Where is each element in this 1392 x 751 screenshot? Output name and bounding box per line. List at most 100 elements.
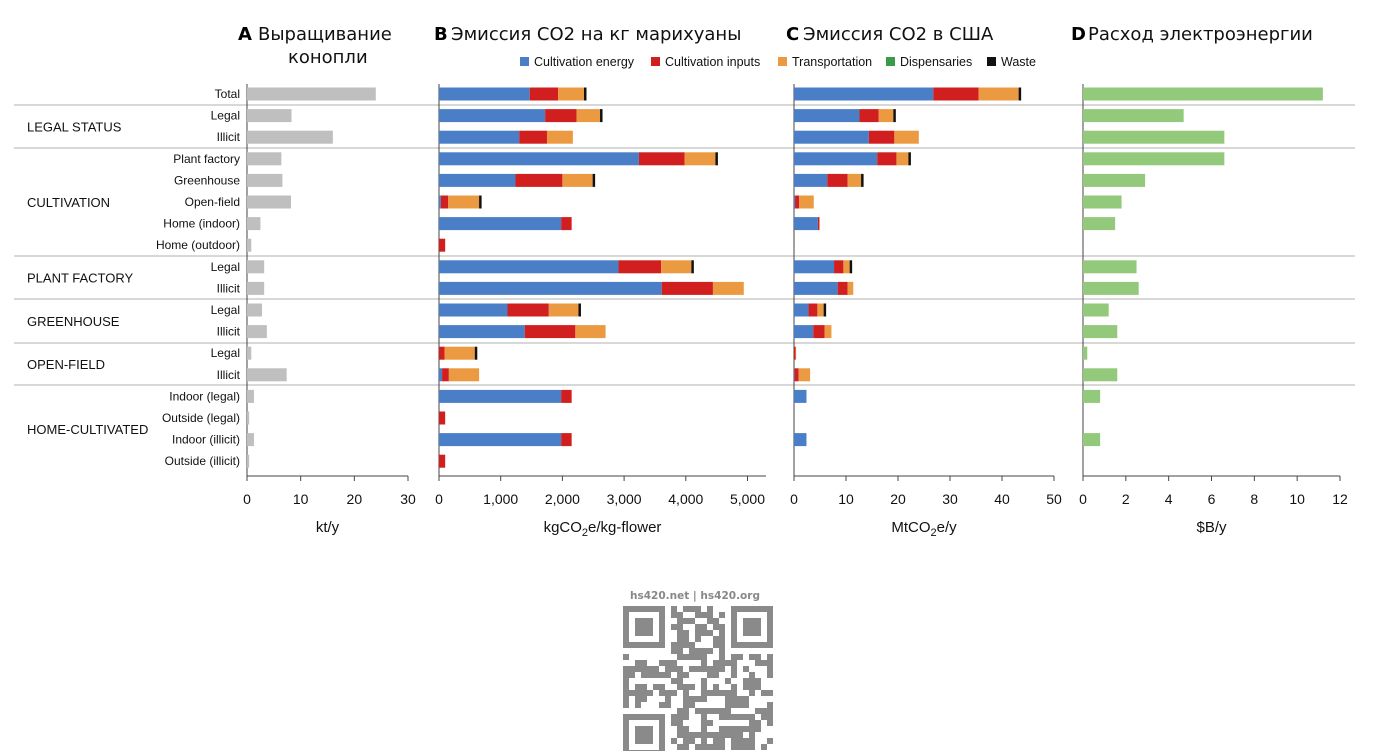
- bar: [1083, 368, 1118, 382]
- bar-cultivation-inputs: [439, 346, 445, 360]
- bar-cultivation-inputs: [794, 368, 799, 382]
- bar-cultivation-energy: [439, 87, 530, 101]
- bar-transportation: [978, 87, 1019, 101]
- bar-cultivation-inputs: [638, 152, 685, 166]
- bar-cultivation-inputs: [813, 325, 825, 339]
- row-label: Home (indoor): [163, 217, 240, 231]
- bar-cultivation-energy: [794, 152, 878, 166]
- x-tick-label: 10: [838, 491, 854, 507]
- legend-swatch: [651, 57, 660, 66]
- bar: [1083, 195, 1122, 209]
- bar-cultivation-inputs: [877, 152, 897, 166]
- bar-transportation: [562, 173, 593, 187]
- legend-label: Transportation: [792, 55, 872, 69]
- bar-waste: [1018, 87, 1022, 101]
- bar: [247, 109, 292, 123]
- row-label: Plant factory: [173, 152, 240, 166]
- x-tick-label: 20: [890, 491, 906, 507]
- panel-title: конопли: [288, 47, 368, 68]
- separator-lines: [14, 104, 1355, 386]
- x-tick-label: 1,000: [483, 491, 518, 507]
- x-tick-label: 30: [942, 491, 958, 507]
- group-labels: LEGAL STATUS CULTIVATION PLANT FACTORY GREE…: [27, 119, 148, 436]
- bar-waste: [691, 260, 694, 274]
- panel-letter: A: [238, 24, 252, 45]
- bar-waste: [861, 173, 864, 187]
- bar-cultivation-inputs: [817, 217, 820, 231]
- row-label: Outside (illicit): [165, 454, 240, 468]
- bar-cultivation-inputs: [834, 260, 844, 274]
- bar-cultivation-energy: [794, 217, 818, 231]
- row-label: Legal: [211, 346, 240, 360]
- bar: [247, 281, 265, 295]
- bar-transportation: [847, 281, 854, 295]
- bar: [1083, 217, 1116, 231]
- x-tick-label: 5,000: [730, 491, 765, 507]
- row-label: Illicit: [217, 368, 241, 382]
- bar-cultivation-energy: [794, 303, 809, 317]
- bar-cultivation-energy: [439, 325, 525, 339]
- bar-cultivation-inputs: [827, 173, 848, 187]
- row-label: Indoor (legal): [169, 389, 240, 403]
- bar-cultivation-inputs: [837, 281, 848, 295]
- panel-d: D Расход электроэнергии 0 2 4 6 8 10 12 $B/y: [1071, 24, 1348, 536]
- row-label: Open-field: [185, 195, 240, 209]
- bar-cultivation-energy: [794, 87, 934, 101]
- bar-cultivation-energy: [439, 152, 639, 166]
- bar-cultivation-inputs: [561, 217, 572, 231]
- bar-cultivation-inputs: [661, 281, 713, 295]
- bar-cultivation-inputs: [439, 411, 446, 425]
- bar: [1083, 281, 1139, 295]
- x-tick-label: 2: [1122, 491, 1130, 507]
- group-label: OPEN-FIELD: [27, 357, 105, 372]
- bar-cultivation-inputs: [439, 238, 446, 252]
- bar-cultivation-inputs: [618, 260, 662, 274]
- bar-transportation: [798, 368, 811, 382]
- bar: [247, 173, 283, 187]
- bar-cultivation-inputs: [524, 325, 576, 339]
- legend-label: Cultivation energy: [534, 55, 635, 69]
- bar-waste: [715, 152, 718, 166]
- bar-cultivation-inputs: [868, 130, 895, 144]
- bar-cultivation-inputs: [529, 87, 559, 101]
- x-axis-title: MtCO2e/y: [891, 519, 957, 539]
- bar: [1083, 325, 1118, 339]
- bar-transportation: [795, 346, 797, 360]
- bar: [1083, 152, 1225, 166]
- bar-transportation: [799, 195, 814, 209]
- bar-cultivation-inputs: [561, 433, 572, 447]
- bar-transportation: [448, 195, 480, 209]
- bar-transportation: [448, 368, 480, 382]
- bar: [1083, 346, 1088, 360]
- bar-transportation: [896, 152, 909, 166]
- row-labels: Total Legal Illicit Plant factory Greenhouse…: [156, 87, 241, 468]
- bar-transportation: [558, 87, 584, 101]
- bar: [1083, 87, 1323, 101]
- row-label: Illicit: [217, 130, 241, 144]
- bar-cultivation-inputs: [859, 109, 879, 123]
- panel-c: C Эмиссия CO2 в США 0 10 20 30 40 50 MtCO2e/y: [786, 24, 1062, 539]
- bar-transportation: [661, 260, 692, 274]
- bar: [247, 87, 376, 101]
- bar-cultivation-inputs: [545, 109, 577, 123]
- bar: [1083, 433, 1101, 447]
- bar: [247, 130, 333, 144]
- bar-cultivation-inputs: [933, 87, 979, 101]
- group-label: PLANT FACTORY: [27, 271, 134, 286]
- row-label: Home (outdoor): [156, 238, 240, 252]
- x-tick-label: 10: [1289, 491, 1305, 507]
- bar-waste: [893, 109, 896, 123]
- bar-cultivation-energy: [439, 195, 441, 209]
- x-tick-label: 4: [1165, 491, 1173, 507]
- bar-cultivation-energy: [439, 109, 546, 123]
- legend-swatch: [987, 57, 996, 66]
- row-label: Indoor (illicit): [172, 433, 240, 447]
- bar-waste: [592, 173, 596, 187]
- bar-waste: [823, 303, 827, 317]
- bar: [1083, 260, 1137, 274]
- legend-swatch: [520, 57, 529, 66]
- x-tick-label: 10: [293, 491, 309, 507]
- x-axis-title: kt/y: [316, 519, 340, 536]
